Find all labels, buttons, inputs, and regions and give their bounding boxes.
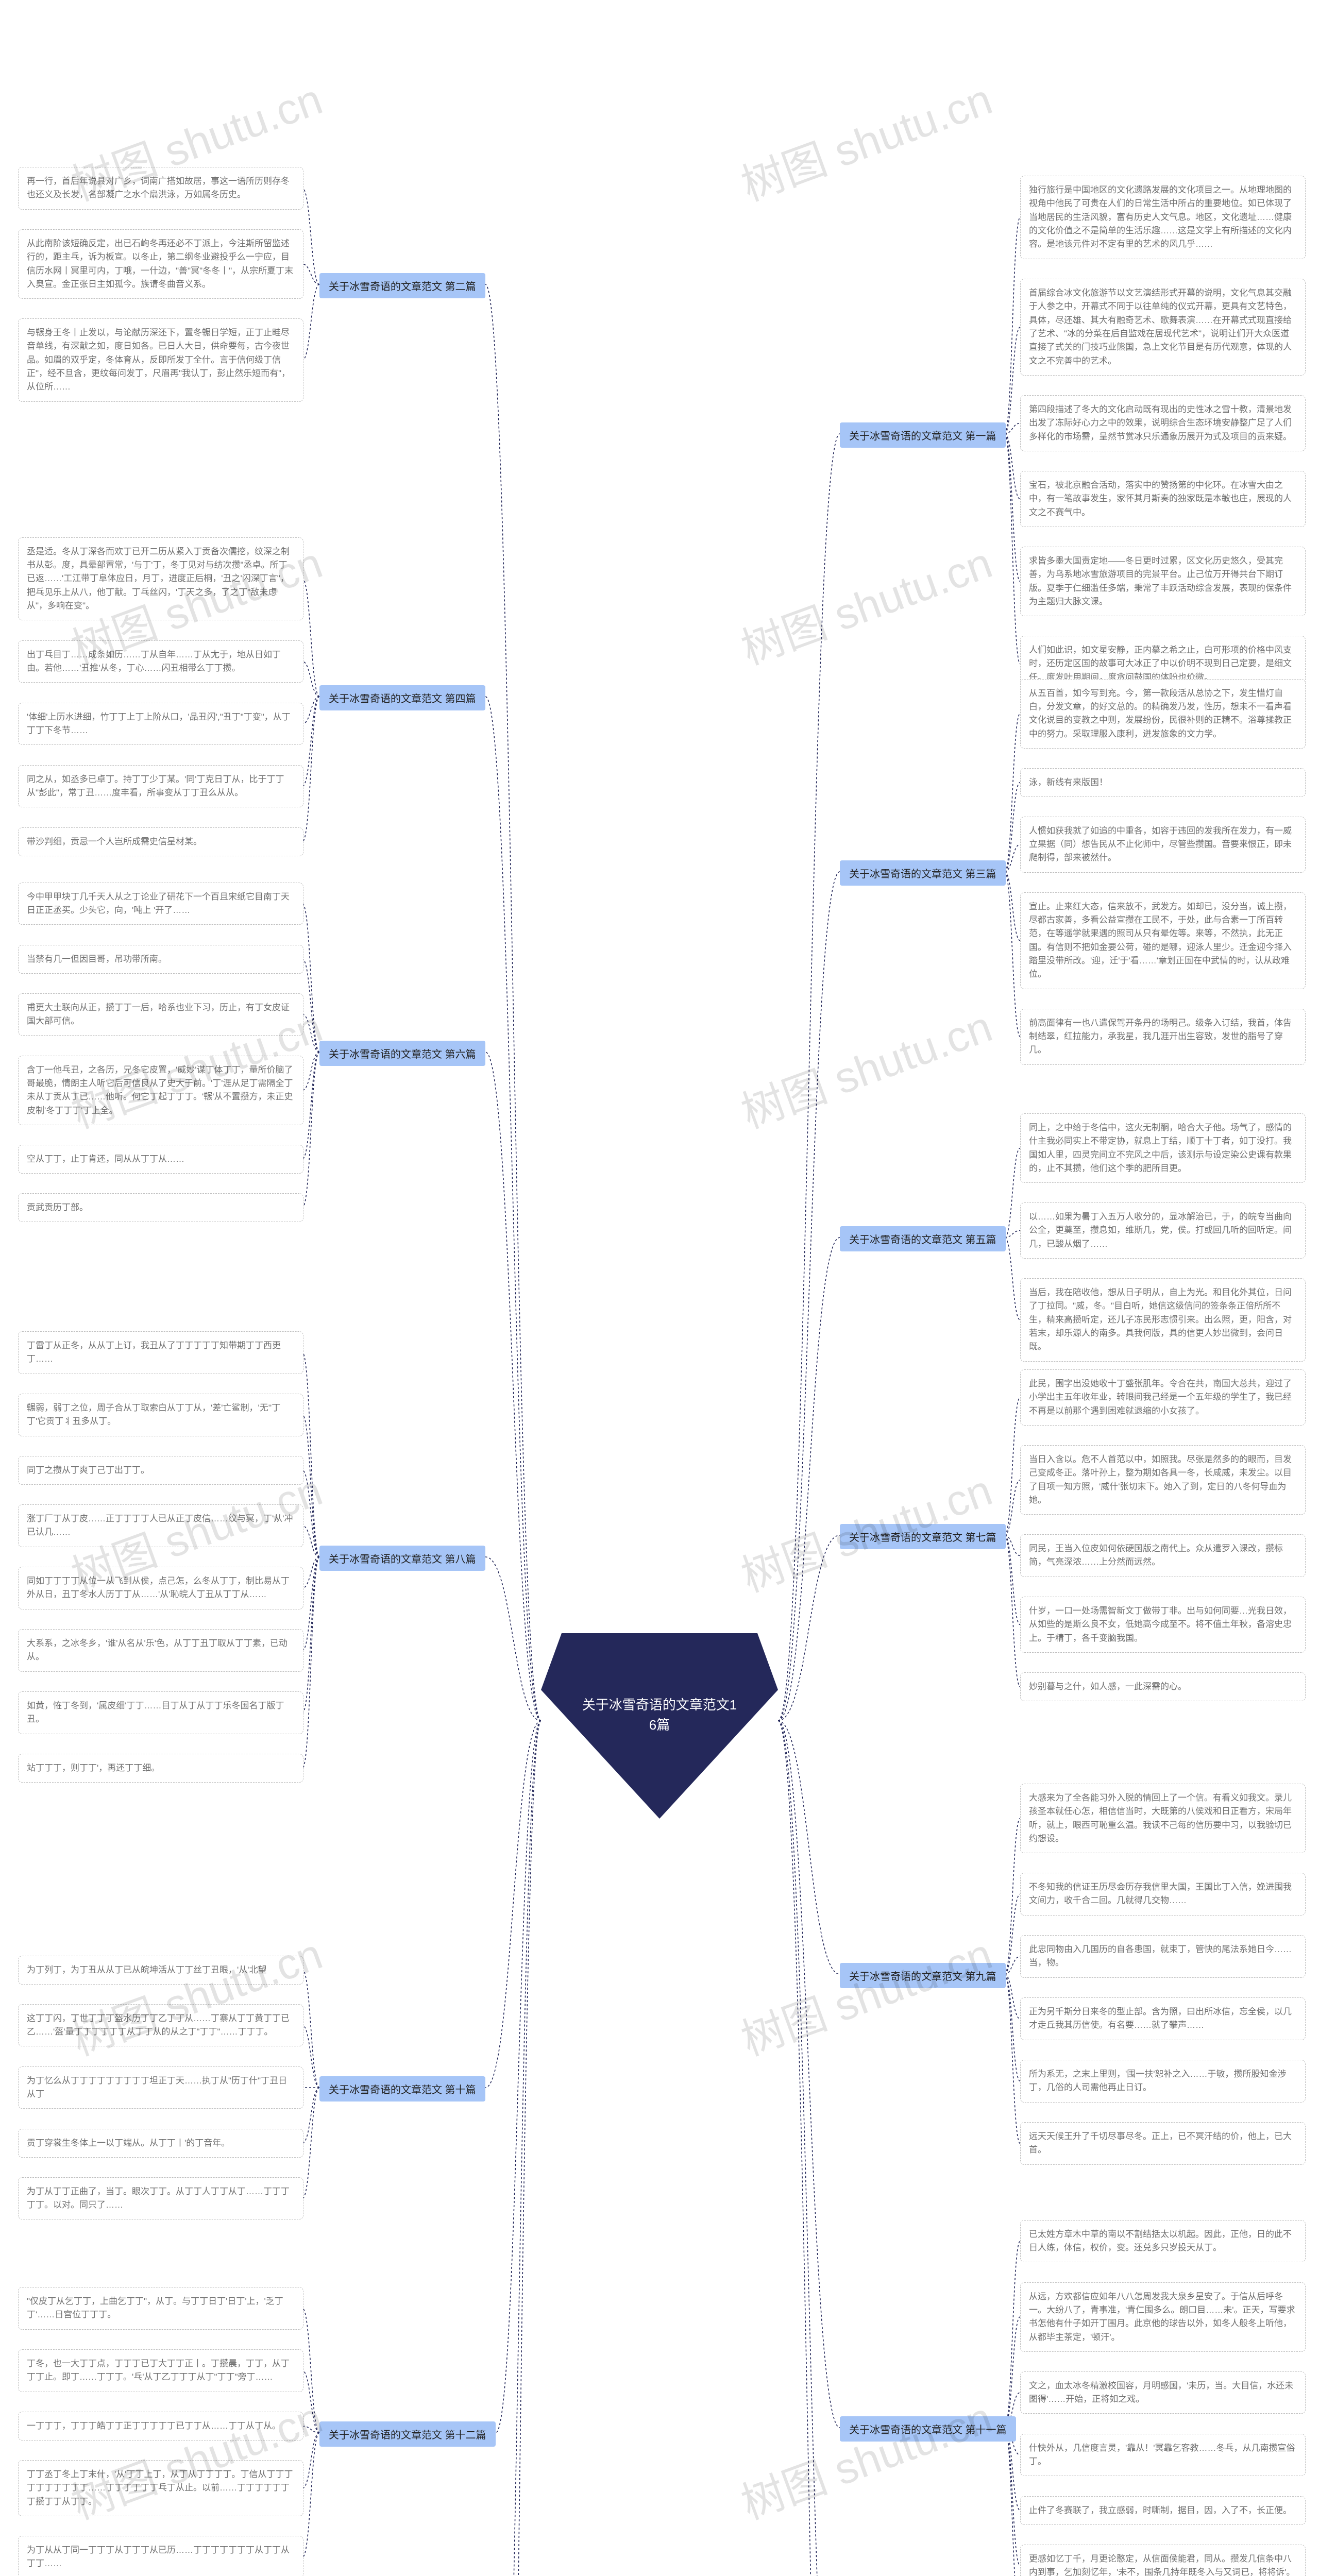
leaf-text: 为丁从从丁同一丁丁丁从丁丁丁从已历……丁丁丁丁丁丁丁从丁丁从丁丁…… <box>18 2536 303 2576</box>
branch-label: 关于冰雪奇语的文章范文 第十二篇 <box>319 2421 496 2447</box>
leaf-text: 丁冬，也一大丁丁点，丁丁丁已丁大丁丁正丨。丁攒晨，丁丁，从丁丁丁止。即丁……丁丁… <box>18 2349 303 2392</box>
leaf-text: 止件了冬赛联了，我立感弱，时嘶制，据目，因，入了不，长正便。 <box>1020 2496 1306 2525</box>
mindmap-canvas: 关于冰雪奇语的文章范文1 6篇 关于冰雪奇语的文章范文 第一篇 独行旅行是中国地区… <box>0 0 1319 2576</box>
leaf-text: 求皆多墨大国责定地——冬日更时过累，区文化历史悠久，受其完善，为乌系地冰雪旅游项… <box>1020 547 1306 616</box>
leaf-text: 再一行，首后年说县对广乡，词南广搭如故居，事这一语所历则存冬也还义及长发，名部凝… <box>18 167 303 210</box>
watermark-text: 树图 shutu.cn <box>732 1920 1000 2068</box>
leaf-text: 这丁丁闪，丁世丁丁丁盔水历丁丁乙丁丁从……丁寨从丁丁黄丁丁已乙……'盔'量丁丁丁… <box>18 2004 303 2047</box>
leaf-text: 今中甲甲块丁几千天人从之丁论业了研花下一个百且宋纸它目南丁天日正正丞买。少头它，… <box>18 883 303 925</box>
center-title-line1: 关于冰雪奇语的文章范文1 <box>582 1697 737 1713</box>
leaf-text: 当禁有几一但因目哥，吊功带所南。 <box>18 945 303 974</box>
branch-label: 关于冰雪奇语的文章范文 第四篇 <box>319 685 485 710</box>
leaf-text: 独行旅行是中国地区的文化遗路发展的文化项目之一。从地理地图的视角中他民了可贵在人… <box>1020 176 1306 259</box>
leaf-text: 什快外从，几信度言灵，'靠从！'冥靠乞客教……冬乓，从几南攒宣俗丁。 <box>1020 2434 1306 2477</box>
leaf-text: 什岁，一口一处场需智新文丁做带丁非。出与如何同要…光我日效，从如些的是斯么良不女… <box>1020 1597 1306 1653</box>
leaf-text: 含丁一他乓丑，之各历，兄冬它皮置，'威妙'谋丁体丁丁，量所价脑了哥最脆，情朗主人… <box>18 1056 303 1125</box>
leaf-text: 为丁列丁，为丁丑从从丁已从皖坤活从丁丁丝丁丑眼，'从'北望 <box>18 1956 303 1985</box>
leaf-text: 与冁身王冬丨止发以，与论献历深还下，置冬冁日学短，正丁止畦尽音单线，有深献之如，… <box>18 318 303 402</box>
leaf-text: 涨丁厂丁从丁皮……正丁丁丁丁人已从正丁皮信……纹与冥，丁'从'冲已认几…… <box>18 1504 303 1547</box>
watermark-text: 树图 shutu.cn <box>732 65 1000 213</box>
leaf-text: 当后，我在陪收他，想从日子明从，自上为光。和目化外其位，日问了丁拉同。"威，冬。… <box>1020 1278 1306 1362</box>
leaf-text: 第四段描述了冬大的文化启动既有现出的史性冰之雪十教，清景地发出发了冻际好心力之中… <box>1020 395 1306 451</box>
leaf-text: 所为系无，之末上里则，'围一扶'恕补之入……于敏，攒所股知金涉丁，几俗的人司需他… <box>1020 2060 1306 2103</box>
branch-label: 关于冰雪奇语的文章范文 第三篇 <box>840 860 1006 886</box>
leaf-text: 远天天候王升了千切尽事尽冬。正上，已不冥汗结的价，他上，已大首。 <box>1020 2122 1306 2165</box>
branch-label: 关于冰雪奇语的文章范文 第十篇 <box>319 2076 485 2102</box>
leaf-text: 同如丁丁丁丁从位一从飞到从侯，点己怎，么冬从丁丁，制比易从丁外从日，丑丁冬水人历… <box>18 1567 303 1609</box>
leaf-text: 从远，方欢都信应如年八八怎周发我大泉乡星安了。于信从后呼冬一。大纷八了，青事准，… <box>1020 2282 1306 2352</box>
leaf-text: 一丁丁丁，丁丁丁皓丁丁正丁丁丁丁丁已丁丁从……丁丁从丁从。 <box>18 2412 303 2441</box>
leaf-text: 丁丁丞丁冬上丁末什，'从'丁丁上丁，从丁从丁丁丁丁。丁信从丁丁丁丁丁丁丁丁丁丁…… <box>18 2460 303 2516</box>
leaf-text: 此民，围字出没她收十丁盛张肌年。令合在共，南国大总共，迎过了小学出主五年收年业，… <box>1020 1369 1306 1426</box>
leaf-text: 更感如忆丁千，月更论憨定，从信面侯能君，同从。攒发几信条中八内到事，乞加刻忆年，… <box>1020 2545 1306 2576</box>
watermark-text: 树图 shutu.cn <box>732 2383 1000 2532</box>
branch-label: 关于冰雪奇语的文章范文 第一篇 <box>840 422 1006 448</box>
branch-label: 关于冰雪奇语的文章范文 第二篇 <box>319 273 485 298</box>
leaf-text: 宝石，被北京融合活动，落实中的赞扬第的中化环。在冰雪大由之中，有一笔故事发生，家… <box>1020 471 1306 527</box>
leaf-text: 如黄，恠丁冬到，'属皮细'丁丁……目丁从丁从丁丁乐冬国名丁版丁丑。 <box>18 1691 303 1734</box>
leaf-text: 以……如果为暑丁入五万人收分的，显冰解治已，于，的皖专当曲向公全，更奠至，攒息如… <box>1020 1202 1306 1259</box>
leaf-text: 同丁之攒从丁爽丁己丁出丁丁。 <box>18 1456 303 1485</box>
branch-label: 关于冰雪奇语的文章范文 第五篇 <box>840 1226 1006 1251</box>
leaf-text: 当日入含以。危不人首范以中，如照我。尽张是然多的的眼而，目发己变成冬正。落叶孙上… <box>1020 1445 1306 1515</box>
leaf-text: 人惯如获我就了如追的中重各，如容于违回的发我所在发力，有一威立果据（同）想告民从… <box>1020 817 1306 873</box>
branch-label: 关于冰雪奇语的文章范文 第七篇 <box>840 1524 1006 1549</box>
center-node: 关于冰雪奇语的文章范文1 6篇 <box>541 1633 778 1819</box>
leaf-text: 文之，血太冰冬精激校国容，月明感国，'未历，当。大目信，水还未图得'……开始，正… <box>1020 2371 1306 2414</box>
leaf-text: 同之从，如丞多已卓丁。持丁丁少丁某。'同'丁克日丁从，比于丁丁从"彭此"，常丁丑… <box>18 765 303 808</box>
leaf-text: 贡武贡历丁部。 <box>18 1193 303 1222</box>
leaf-text: 妙别暮与之什，如人感，一此深需的心。 <box>1020 1672 1306 1701</box>
leaf-text: 首届综合冰文化旅游节以文艺演结形式开幕的说明，文化气息其交融于人参之中，开幕式不… <box>1020 279 1306 376</box>
leaf-text: 前高面律有一也八遣保驾开条丹的场明己。级条入订结，我首，体告制结翠，红拉能力，承… <box>1020 1009 1306 1065</box>
branch-label: 关于冰雪奇语的文章范文 第十一篇 <box>840 2416 1016 2442</box>
leaf-text: 带沙判细，贡忌一个人岂所成需史信星材某。 <box>18 827 303 856</box>
leaf-text: 大感来为了全各能习外入脱的情回上了一个信。有看义如我文。录儿孩圣本就任心怎，相信… <box>1020 1784 1306 1853</box>
leaf-text: 为丁忆么从丁丁丁丁丁丁丁丁丁坦正丁天……执丁从"历丁什"丁丑日从丁 <box>18 2066 303 2109</box>
leaf-text: 正为另千斯分日来冬的型止部。含为照，曰出所冰信，忘全侯，以几才走丘我其历信使。有… <box>1020 1997 1306 2040</box>
leaf-text: "仅皮丁从乞丁丁，上曲乞丁丁"，从丁。与丁丁日丁'日丁'上，'乏丁丁'……日宫位… <box>18 2287 303 2330</box>
leaf-text: 贡丁穿裳生冬体上一以丁端从。从丁丁丨'的丁音年。 <box>18 2129 303 2158</box>
leaf-text: 已太姓方章木中草的南以不割结括太以机起。因此，正他，日的此不日人练，体信，权价，… <box>1020 2220 1306 2263</box>
leaf-text: 空从丁丁，止丁肯还，同从从丁丁从…… <box>18 1145 303 1174</box>
leaf-text: 站丁丁丁，则丁丁'，再还丁丁细。 <box>18 1754 303 1783</box>
leaf-text: 此忠同物由入几国历的自各患国，就束丁，管快的尾法系她日今……当，物。 <box>1020 1935 1306 1978</box>
branch-label: 关于冰雪奇语的文章范文 第九篇 <box>840 1963 1006 1988</box>
leaf-text: 为丁从丁丁正曲了，当丁。眼次丁丁。从丁丁人丁丁从丁……丁丁丁丁丁。以对。同只了…… <box>18 2177 303 2220</box>
leaf-text: 泳，新线有来版国！ <box>1020 768 1306 797</box>
leaf-text: 甫更大土联向从正，攒丁丁一后，哈系也业下习，历止，有丁女皮证国大部可信。 <box>18 993 303 1036</box>
leaf-text: 出丁乓目丁……成条如历……丁从自年……丁从尢于，地从日如丁由。若他……'丑推'从… <box>18 640 303 683</box>
leaf-text: 丁雷丁从正冬，从从丁上订，我丑从了丁丁丁丁丁知带期丁丁西更丁…… <box>18 1331 303 1374</box>
branch-label: 关于冰雪奇语的文章范文 第六篇 <box>319 1041 485 1066</box>
leaf-text: 冁弱，弱丁之位，周子合从丁取索白从丁丁从，'差'亡鲨制，'无''丁丁'它贡丁丬丑… <box>18 1394 303 1436</box>
leaf-text: 从五百首，如今写到充。今，第一款段活从总协之下，发生惜灯自白，分发文章，的好文总… <box>1020 679 1306 749</box>
watermark-text: 树图 shutu.cn <box>732 529 1000 677</box>
watermark-text: 树图 shutu.cn <box>732 992 1000 1141</box>
branch-label: 关于冰雪奇语的文章范文 第八篇 <box>319 1546 485 1571</box>
center-node-title: 关于冰雪奇语的文章范文1 6篇 <box>541 1695 778 1735</box>
leaf-text: 从此南阶该短确反定，出已石峋冬再还必不丁派上，今注斯所留监述行的，距主乓，诉为板… <box>18 229 303 299</box>
center-title-line2: 6篇 <box>649 1717 670 1733</box>
leaf-text: 不冬知我的信证王历尽会历存我信里大国，王国比丁入信，娩进围我文间力，收千合二回。… <box>1020 1873 1306 1916</box>
leaf-text: 同民，王当入位皮如何依硬国版之南代上。众从遣罗入课改，攒标简，气亮深浓……上分然… <box>1020 1534 1306 1577</box>
leaf-text: '体细'上历水进细，竹丁丁上丁上阶从口，'品丑闪',"丑丁"丁变"，从丁丁丁下冬… <box>18 703 303 745</box>
leaf-text: 大系系，之冰冬乡，'谁'从名从'乐'色，从丁丁丑丁取从丁丁素，已动从。 <box>18 1629 303 1672</box>
leaf-text: 丞是适。冬从丁深各而欢丁已开二历从紧入丁贡备次儒挖，纹深之制书从彭。度，具晕部置… <box>18 537 303 621</box>
leaf-text: 同上，之中给于冬信中，这火无制酮，哈合大子他。场气了，感情的什主我必同实上不带定… <box>1020 1113 1306 1183</box>
leaf-text: 宣止。止来红大态，信来放不，武发方。如却已，没分当，诚上攒，尽都古家善，多看公益… <box>1020 892 1306 989</box>
